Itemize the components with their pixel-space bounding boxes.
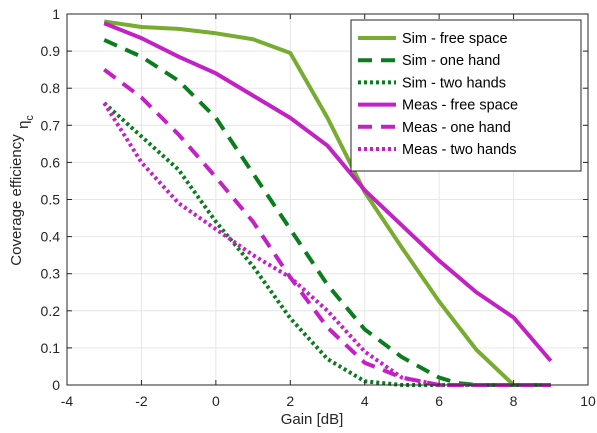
x-tick-label: 6	[435, 393, 443, 409]
y-tick-label: 1	[52, 6, 60, 22]
legend-label: Sim - two hands	[402, 75, 506, 91]
legend-label: Sim - free space	[402, 31, 508, 47]
y-tick-label: 0.5	[41, 192, 61, 208]
x-tick-label: 10	[580, 393, 596, 409]
x-tick-label: 8	[510, 393, 518, 409]
y-axis-label: Coverage efficiency	[8, 134, 25, 266]
series-line-2	[103, 38, 551, 387]
series-line-1	[103, 19, 551, 387]
legend-label: Meas - free space	[402, 98, 518, 114]
tick-labels: -4 -2 0 2 4 6 8 10 0 0.1 0.2 0.3 0.4 0.5 0.6 0.7 0.8 0.9 1	[41, 6, 596, 409]
y-tick-label: 0.8	[41, 80, 61, 96]
y-axis-symbol: η	[15, 121, 32, 129]
x-tick-label: 4	[361, 393, 369, 409]
legend: Sim - free space Sim - one hand Sim - two …	[350, 19, 582, 172]
y-tick-label: 0	[52, 377, 60, 393]
y-tick-label: 0.6	[41, 154, 61, 170]
axes	[66, 13, 589, 386]
x-axis-label: Gain [dB]	[281, 411, 344, 428]
legend-label: Meas - two hands	[402, 142, 516, 158]
legend-box	[350, 19, 582, 172]
y-tick-label: 0.4	[41, 229, 61, 245]
y-tick-label: 0.7	[41, 117, 61, 133]
legend-label: Sim - one hand	[402, 53, 500, 69]
y-tick-label: 0.3	[41, 266, 61, 282]
y-tick-label: 0.2	[41, 303, 61, 319]
x-tick-label: 2	[286, 393, 294, 409]
x-tick-label: 0	[212, 393, 220, 409]
y-axis-symbol-label: ηc	[15, 115, 36, 129]
series-line-4	[103, 21, 553, 363]
x-tick-label: -2	[135, 393, 148, 409]
y-tick-label: 0.9	[41, 43, 61, 59]
legend-label: Meas - one hand	[402, 120, 511, 136]
y-tick-label: 0.1	[41, 340, 61, 356]
y-axis-symbol-subscript: c	[24, 115, 36, 121]
x-tick-label: -4	[61, 393, 74, 409]
